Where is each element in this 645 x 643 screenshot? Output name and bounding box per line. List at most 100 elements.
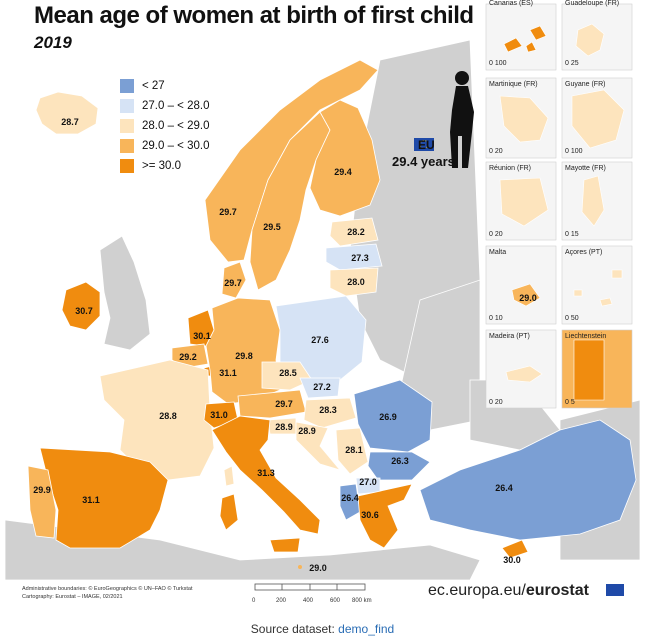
legend-swatch xyxy=(120,139,134,153)
value-latvia: 27.3 xyxy=(351,253,369,263)
value-norway: 29.7 xyxy=(219,207,237,217)
value-romania: 26.9 xyxy=(379,412,397,422)
region-france-corsica xyxy=(223,465,235,487)
value-croatia: 28.9 xyxy=(298,426,316,436)
eurostat-brand: ec.europa.eu/eurostat xyxy=(428,582,589,599)
source-prefix: Source dataset: xyxy=(250,622,339,636)
value-germany: 29.8 xyxy=(235,351,253,361)
legend-swatch xyxy=(120,119,134,133)
scale-label-0: 0 xyxy=(252,598,256,604)
region-lithuania xyxy=(329,267,379,297)
value-serbia: 28.1 xyxy=(345,445,363,455)
eu-label: EU xyxy=(418,138,435,152)
region-turkey xyxy=(419,419,637,541)
eu-value: 29.4 years xyxy=(392,154,455,169)
region-portugal xyxy=(27,465,57,539)
legend: < 27 27.0 – < 28.0 28.0 – < 29.0 29.0 – < 3… xyxy=(120,76,209,176)
inset-title-guyane: Guyane (FR) xyxy=(565,81,606,88)
region-estonia xyxy=(329,217,379,247)
cartography-credit: Cartography: Eurostat – IMAGE, 02/2021 xyxy=(22,594,123,600)
value-bulgaria: 26.3 xyxy=(391,456,409,466)
admin-boundaries-credit: Administrative boundaries: © EuroGeograp… xyxy=(22,586,193,592)
region-czechia xyxy=(261,361,313,391)
region-uk xyxy=(99,235,151,351)
value-austria: 29.7 xyxy=(275,399,293,409)
region-bulgaria xyxy=(367,451,431,481)
legend-swatch xyxy=(120,99,134,113)
value-spain: 31.1 xyxy=(82,495,100,505)
value-luxembourg: 31.1 xyxy=(219,368,237,378)
inset-title-malta: Malta xyxy=(489,249,507,256)
region-hungary xyxy=(303,397,357,429)
value-hungary: 28.3 xyxy=(319,405,337,415)
value-belgium: 29.2 xyxy=(179,352,197,362)
inset-title-martinique: Martinique (FR) xyxy=(489,81,538,88)
value-north-macedonia: 27.0 xyxy=(359,477,377,487)
legend-swatch xyxy=(120,79,134,93)
source-dataset-link[interactable]: demo_find xyxy=(338,622,395,636)
region-italy-sicily xyxy=(269,537,301,553)
eurostat-flag-icon xyxy=(606,584,624,596)
value-denmark: 29.7 xyxy=(224,278,242,288)
inset-title-mayotte: Mayotte (FR) xyxy=(565,165,606,172)
value-slovakia: 27.2 xyxy=(313,382,331,392)
legend-item: 29.0 – < 30.0 xyxy=(120,136,209,156)
legend-item: 27.0 – < 28.0 xyxy=(120,96,209,116)
scale-label-200: 200 xyxy=(276,598,287,604)
legend-item: 28.0 – < 29.0 xyxy=(120,116,209,136)
source-line: Source dataset: demo_find xyxy=(0,622,645,636)
region-denmark xyxy=(221,261,247,299)
woman-silhouette-icon xyxy=(450,71,474,168)
region-slovakia xyxy=(299,377,341,399)
choropleth-map xyxy=(4,3,641,596)
inset-scale-acores: 0 50 xyxy=(565,315,579,322)
legend-swatch xyxy=(120,159,134,173)
value-poland: 27.6 xyxy=(311,335,329,345)
region-italy-sardinia xyxy=(219,493,239,531)
scale-label-600: 600 xyxy=(330,598,341,604)
value-iceland: 28.7 xyxy=(61,117,79,127)
scale-label-400: 400 xyxy=(303,598,314,604)
region-ireland xyxy=(61,281,101,331)
value-turkey: 26.4 xyxy=(495,483,513,493)
value-sweden: 29.5 xyxy=(263,222,281,232)
region-cyprus xyxy=(501,539,529,559)
inset-scale-madeira: 0 20 xyxy=(489,399,503,406)
value-malta-main: 29.0 xyxy=(309,563,327,573)
map-title: Mean age of women at birth of first chil… xyxy=(34,2,474,29)
value-cyprus: 30.0 xyxy=(503,555,521,565)
inset-title-acores: Açores (PT) xyxy=(565,249,603,256)
value-malta-inset: 29.0 xyxy=(519,293,537,303)
value-estonia: 28.2 xyxy=(347,227,365,237)
value-finland: 29.4 xyxy=(334,167,352,177)
inset-scale-liechtenstein: 0 5 xyxy=(565,399,575,406)
region-france xyxy=(99,359,215,481)
value-portugal: 29.9 xyxy=(33,485,51,495)
inset-scale-canarias: 0 100 xyxy=(489,60,507,67)
scale-bar xyxy=(254,583,366,591)
inset-title-reunion: Réunion (FR) xyxy=(489,165,532,172)
region-albania xyxy=(339,483,361,521)
eu-flag-icon xyxy=(414,138,434,151)
value-greece: 30.6 xyxy=(361,510,379,520)
legend-label: 27.0 – < 28.0 xyxy=(142,100,210,112)
map-subtitle: 2019 xyxy=(34,33,72,52)
region-malta-main xyxy=(298,565,302,569)
inset-title-canarias: Canarias (ES) xyxy=(489,0,533,7)
region-romania xyxy=(353,379,433,453)
region-norway xyxy=(204,59,379,263)
region-belgium xyxy=(171,343,209,369)
region-serbia xyxy=(335,427,369,475)
value-france: 28.8 xyxy=(159,411,177,421)
legend-label: 29.0 – < 30.0 xyxy=(142,140,210,152)
inset-title-guadeloupe: Guadeloupe (FR) xyxy=(565,0,620,7)
inset-scale-guyane: 0 100 xyxy=(565,148,583,155)
inset-shapes xyxy=(499,23,625,401)
region-austria xyxy=(237,389,307,419)
value-ireland: 30.7 xyxy=(75,306,93,316)
footer-credits: Administrative boundaries: © EuroGeograp… xyxy=(22,585,193,601)
region-finland xyxy=(309,99,381,217)
region-italy xyxy=(211,415,321,535)
inset-title-madeira: Madeira (PT) xyxy=(489,333,530,340)
value-netherlands: 30.1 xyxy=(193,331,211,341)
